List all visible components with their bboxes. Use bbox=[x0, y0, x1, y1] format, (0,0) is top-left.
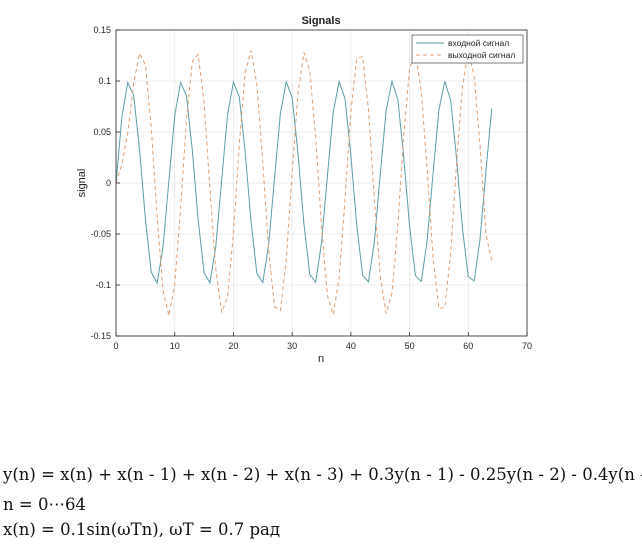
sample-range: n = 0⋯64 bbox=[3, 495, 86, 514]
input-signal-definition: x(n) = 0.1sin(ωTn), ωT = 0.7 рад bbox=[3, 520, 281, 539]
input-signal-line bbox=[115, 79, 493, 285]
y-tick-label: 0.1 bbox=[98, 76, 111, 86]
x-tick-label: 30 bbox=[287, 341, 297, 351]
signals-chart: 0 10 20 30 40 50 60 70 0.15 0.1 0.05 0 -0.05 -0.1 -0.1… bbox=[76, 15, 533, 365]
x-tick-label: 20 bbox=[228, 341, 238, 351]
y-tick-label: -0.1 bbox=[95, 280, 111, 290]
y-axis-label: signal bbox=[76, 169, 88, 198]
legend: входной сигнал выходной сигнал bbox=[411, 34, 524, 64]
x-tick-label: 40 bbox=[346, 341, 356, 351]
legend-label-output: выходной сигнал bbox=[448, 50, 515, 60]
x-tick-label: 70 bbox=[522, 341, 532, 351]
legend-box bbox=[411, 34, 524, 64]
x-tick-label: 0 bbox=[113, 341, 118, 351]
legend-label-input: входной сигнал bbox=[448, 38, 509, 48]
x-tick-label: 50 bbox=[405, 341, 415, 351]
y-tick-label: -0.05 bbox=[90, 229, 111, 239]
chart-title: Signals bbox=[301, 15, 340, 27]
y-tick-label: 0.15 bbox=[93, 25, 111, 35]
x-axis-label: n bbox=[318, 353, 324, 365]
difference-equation: y(n) = x(n) + x(n - 1) + x(n - 2) + x(n … bbox=[3, 465, 642, 484]
output-signal-line bbox=[115, 50, 493, 316]
y-tick-label: 0.05 bbox=[93, 127, 111, 137]
series-layer bbox=[115, 50, 493, 316]
y-tick-label: 0 bbox=[106, 178, 111, 188]
y-tick-label: -0.15 bbox=[90, 331, 111, 341]
ticks: 0 10 20 30 40 50 60 70 0.15 0.1 0.05 0 -0.05 -0.1 -0.1… bbox=[90, 25, 532, 351]
x-tick-label: 10 bbox=[170, 341, 180, 351]
x-tick-label: 60 bbox=[463, 341, 473, 351]
